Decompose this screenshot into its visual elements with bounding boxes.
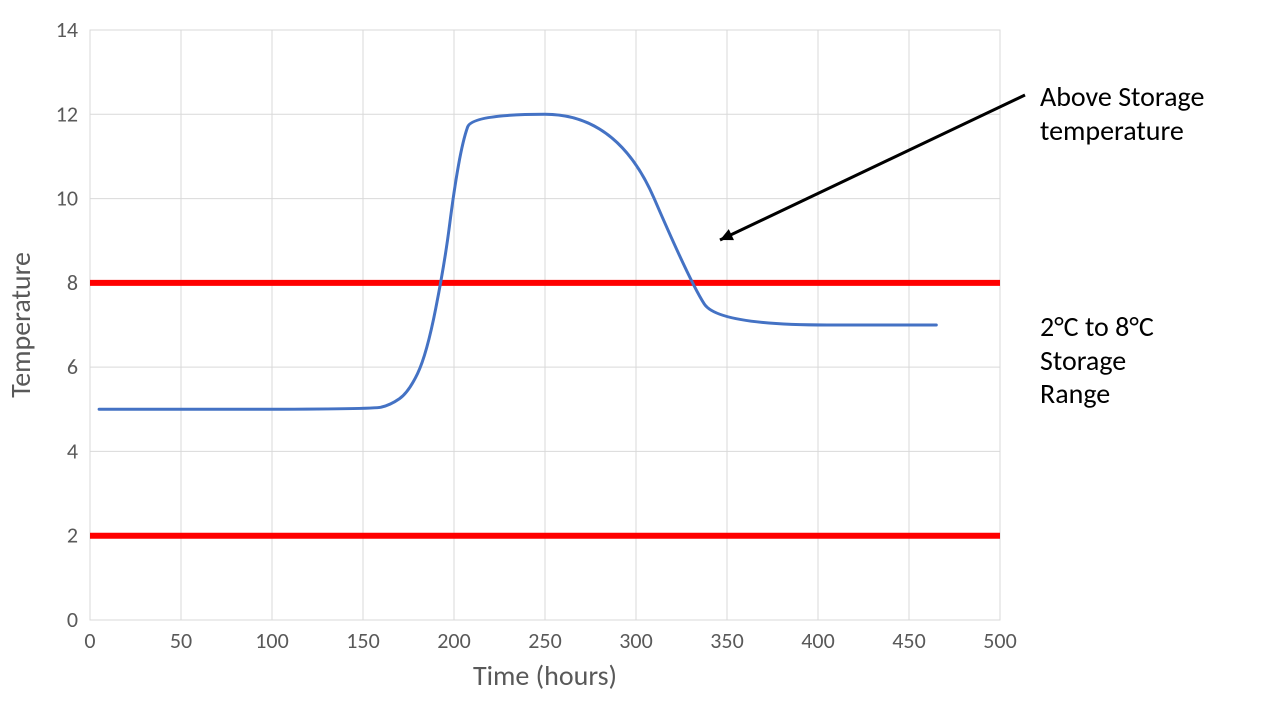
x-tick-label: 200 [437, 627, 470, 654]
above-storage-annotation-line2: temperature [1040, 114, 1204, 148]
y-tick-label: 2 [67, 522, 78, 549]
x-tick-label: 100 [255, 627, 288, 654]
y-tick-label: 0 [67, 606, 78, 633]
y-tick-label: 12 [56, 100, 78, 127]
x-axis-title: Time (hours) [473, 658, 617, 693]
x-tick-label: 400 [801, 627, 834, 654]
storage-range-annotation: 2°C to 8°C Storage Range [1040, 310, 1154, 411]
storage-range-annotation-line1: 2°C to 8°C [1040, 310, 1154, 344]
storage-range-annotation-line2: Storage [1040, 344, 1154, 378]
y-tick-label: 4 [67, 437, 78, 464]
above-storage-annotation-line1: Above Storage [1040, 80, 1204, 114]
x-tick-label: 450 [892, 627, 925, 654]
x-tick-label: 350 [710, 627, 743, 654]
x-tick-label: 150 [346, 627, 379, 654]
chart-stage: 0 50 100 150 200 250 300 350 400 450 500 0 2 4 6 8 10 12 1… [0, 0, 1280, 720]
y-tick-label: 14 [56, 16, 78, 43]
x-tick-label: 250 [528, 627, 561, 654]
above-storage-annotation: Above Storage temperature [1040, 80, 1204, 147]
storage-range-annotation-line3: Range [1040, 377, 1154, 411]
y-axis-title: Temperature [3, 252, 38, 398]
x-tick-label: 300 [619, 627, 652, 654]
y-tick-label: 8 [67, 269, 78, 296]
x-tick-label: 500 [983, 627, 1016, 654]
y-tick-label: 10 [56, 185, 78, 212]
y-tick-label: 6 [67, 353, 78, 380]
x-tick-label: 50 [170, 627, 192, 654]
x-tick-label: 0 [84, 627, 95, 654]
